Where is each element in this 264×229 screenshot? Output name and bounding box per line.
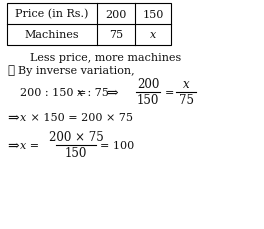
- Text: 200: 200: [105, 9, 127, 19]
- Text: x: x: [77, 88, 83, 98]
- Text: ∴: ∴: [7, 64, 14, 77]
- Text: By inverse variation,: By inverse variation,: [18, 66, 135, 76]
- Text: Less price, more machines: Less price, more machines: [30, 53, 181, 63]
- Text: =: =: [165, 88, 175, 98]
- Text: ⇒: ⇒: [106, 86, 118, 100]
- Text: ⇒: ⇒: [7, 111, 19, 124]
- Bar: [7, 4, 171, 46]
- Text: 200: 200: [137, 78, 159, 91]
- Text: 75: 75: [109, 30, 123, 40]
- Text: 200 : 150 =: 200 : 150 =: [20, 88, 90, 98]
- Text: Price (in Rs.): Price (in Rs.): [15, 9, 89, 19]
- Text: 150: 150: [65, 147, 87, 160]
- Text: 150: 150: [137, 94, 159, 107]
- Text: Machines: Machines: [25, 30, 79, 40]
- Text: ⇒: ⇒: [7, 138, 19, 152]
- Text: : 75: : 75: [84, 88, 109, 98]
- Text: 200 × 75: 200 × 75: [49, 131, 103, 144]
- Text: × 150 = 200 × 75: × 150 = 200 × 75: [27, 112, 133, 123]
- Text: x: x: [183, 78, 189, 91]
- Text: x: x: [150, 30, 156, 40]
- Text: x: x: [20, 112, 26, 123]
- Text: x =: x =: [20, 140, 39, 150]
- Text: 150: 150: [142, 9, 164, 19]
- Text: 75: 75: [178, 94, 194, 107]
- Text: = 100: = 100: [100, 140, 134, 150]
